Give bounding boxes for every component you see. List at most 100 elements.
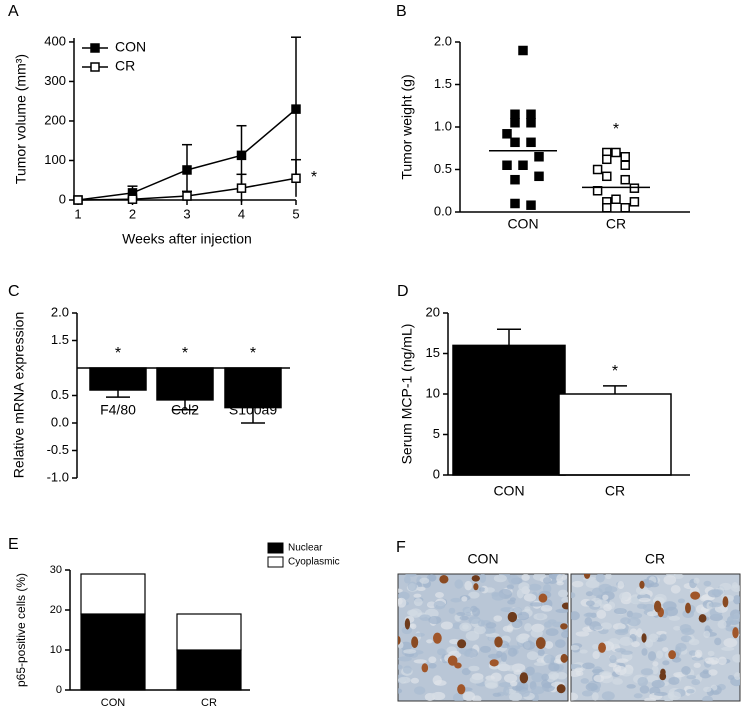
- y-tick-label: 0: [433, 466, 440, 481]
- cell: [677, 598, 686, 604]
- cell: [499, 660, 507, 671]
- cell: [667, 691, 681, 701]
- y-tick-label: -0.5: [47, 442, 69, 457]
- cell: [613, 608, 627, 615]
- cell: [403, 575, 411, 584]
- panel-label: C: [8, 283, 20, 300]
- y-tick-label: 1.0: [434, 118, 452, 133]
- stained-nucleus: [507, 611, 518, 623]
- cell: [505, 665, 519, 672]
- cell: [512, 607, 522, 613]
- cell: [705, 660, 719, 665]
- cell: [631, 641, 640, 648]
- panel-label: D: [397, 283, 409, 300]
- cell: [638, 597, 651, 603]
- cell: [646, 611, 659, 617]
- cell: [459, 615, 469, 621]
- point: [629, 183, 640, 193]
- x-tick-label: CON: [101, 697, 126, 709]
- cell: [644, 638, 654, 648]
- cell: [398, 588, 403, 593]
- cell: [401, 626, 413, 635]
- cell: [603, 603, 612, 612]
- cell: [681, 666, 691, 675]
- cell: [419, 577, 430, 584]
- cell: [599, 671, 612, 676]
- y-tick-label: 400: [44, 33, 66, 48]
- cell: [556, 574, 564, 584]
- cell: [409, 623, 417, 630]
- point: [629, 197, 640, 207]
- image-caption: CR: [645, 551, 665, 567]
- cell: [592, 644, 599, 650]
- cell: [719, 582, 732, 591]
- cell: [691, 678, 701, 686]
- cell: [612, 664, 622, 673]
- cell: [508, 574, 520, 585]
- x-tick-label: CR: [606, 216, 626, 232]
- cell: [626, 684, 636, 689]
- cell: [571, 692, 579, 701]
- cell: [721, 646, 735, 651]
- cell: [723, 638, 738, 648]
- stained-nucleus: [685, 602, 691, 614]
- cell: [526, 651, 539, 661]
- stained-nucleus: [447, 655, 458, 666]
- point: [602, 154, 612, 165]
- cell: [521, 574, 530, 581]
- cell: [461, 667, 471, 676]
- panel-label: A: [8, 3, 19, 20]
- cell: [734, 677, 740, 686]
- cell: [557, 589, 568, 598]
- point: [602, 171, 612, 182]
- cell: [547, 619, 557, 624]
- cell: [430, 692, 438, 699]
- cell: [493, 574, 507, 583]
- x-tick-label: 2: [129, 206, 136, 221]
- cell: [614, 648, 626, 653]
- legend-label: CR: [115, 58, 135, 74]
- cell: [641, 648, 648, 656]
- cell: [561, 630, 568, 639]
- annotation: *: [613, 121, 619, 138]
- cell: [525, 666, 535, 676]
- cell: [601, 691, 615, 701]
- annotation: *: [206, 653, 212, 670]
- cell: [679, 623, 692, 633]
- cell: [582, 662, 595, 670]
- cell: [507, 647, 518, 657]
- cell: [479, 645, 491, 653]
- cell: [561, 596, 568, 604]
- panel-label: B: [396, 3, 407, 20]
- cell: [398, 597, 407, 608]
- stained-nucleus: [433, 632, 442, 644]
- cell: [581, 690, 593, 697]
- cell: [731, 582, 739, 589]
- cell: [484, 678, 498, 689]
- stained-nucleus: [668, 650, 676, 660]
- y-tick-label: 0: [59, 191, 66, 206]
- y-axis-label: Tumor volume (mm³): [13, 54, 29, 184]
- cell: [469, 675, 484, 684]
- point: [510, 137, 520, 148]
- stained-nucleus: [494, 636, 503, 648]
- cell: [717, 656, 727, 666]
- cell: [500, 607, 515, 613]
- cell: [478, 587, 486, 592]
- cell: [413, 659, 427, 664]
- cell: [688, 638, 700, 646]
- point: [291, 104, 301, 114]
- cell: [458, 648, 472, 655]
- legend-label: Cyoplasmic: [288, 557, 340, 568]
- cell: [542, 577, 552, 585]
- x-tick-label: CON: [507, 216, 538, 232]
- cell: [609, 654, 617, 664]
- cell: [545, 628, 559, 637]
- y-tick-label: 1.5: [434, 76, 452, 91]
- cell: [473, 625, 486, 635]
- annotation: *: [250, 345, 256, 362]
- bar: [89, 367, 147, 391]
- cell: [533, 613, 548, 621]
- legend-label: CON: [115, 39, 146, 55]
